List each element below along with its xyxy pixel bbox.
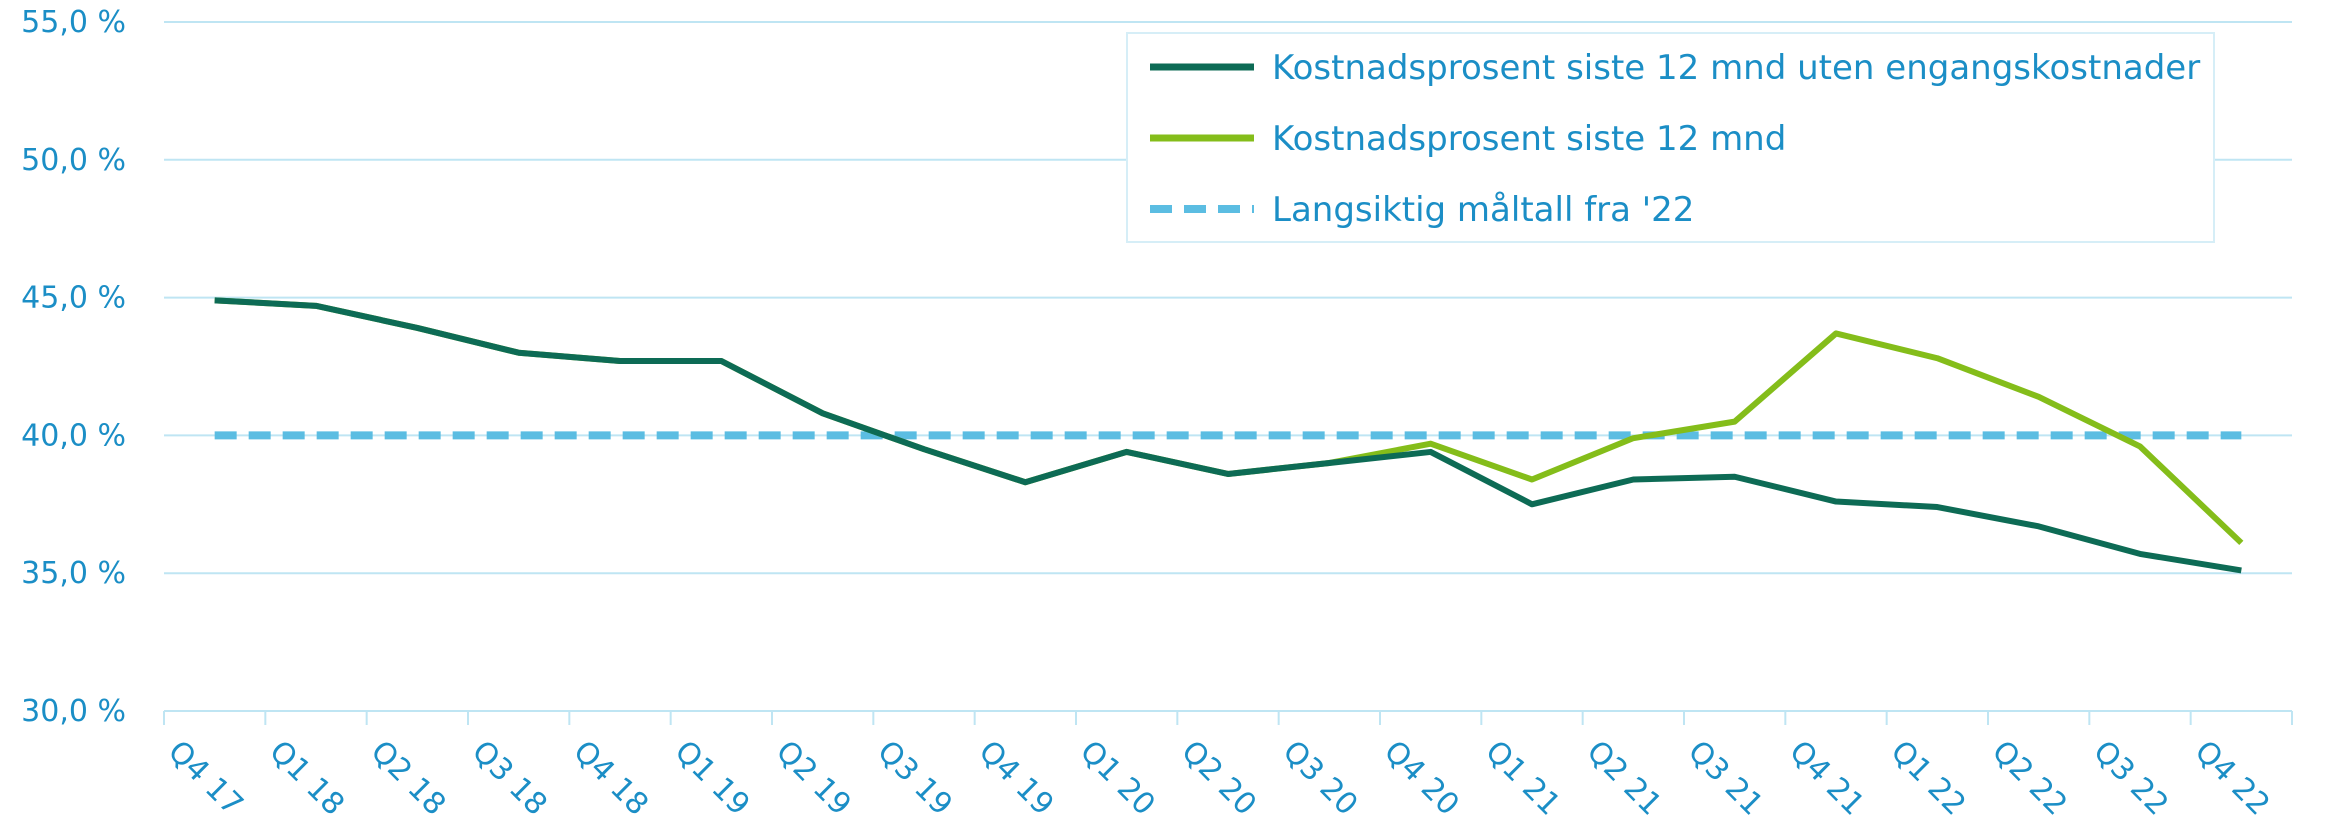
x-tick-label: Q2 22 xyxy=(1985,734,2074,823)
x-tick-label: Q1 20 xyxy=(1073,734,1162,823)
y-tick-label: 30,0 % xyxy=(21,694,126,729)
legend-label: Langsiktig måltall fra '22 xyxy=(1272,190,1694,230)
legend-label: Kostnadsprosent siste 12 mnd uten engang… xyxy=(1272,48,2200,88)
y-tick-label: 35,0 % xyxy=(21,556,126,591)
x-tick-label: Q4 18 xyxy=(566,734,655,823)
x-tick-label: Q1 22 xyxy=(1884,734,1973,823)
x-tick-label: Q4 21 xyxy=(1782,734,1871,823)
legend-label: Kostnadsprosent siste 12 mnd xyxy=(1272,119,1786,159)
x-tick-label: Q4 20 xyxy=(1377,734,1466,823)
y-tick-label: 40,0 % xyxy=(21,418,126,453)
x-tick-label: Q3 22 xyxy=(2086,734,2175,823)
x-tick-label: Q3 20 xyxy=(1276,734,1365,823)
x-tick-label: Q4 19 xyxy=(972,734,1061,823)
legend-box xyxy=(1126,32,2215,243)
x-tick-label: Q2 20 xyxy=(1174,734,1263,823)
y-tick-label: 45,0 % xyxy=(21,281,126,316)
x-tick-label: Q2 19 xyxy=(769,734,858,823)
x-tick-label: Q3 21 xyxy=(1681,734,1770,823)
legend: Kostnadsprosent siste 12 mnd uten engang… xyxy=(1126,32,2215,243)
x-tick-label: Q2 18 xyxy=(364,734,453,823)
x-tick-label: Q4 22 xyxy=(2188,734,2277,823)
x-tick-label: Q1 19 xyxy=(668,734,757,823)
x-tick-label: Q3 18 xyxy=(465,734,554,823)
y-tick-label: 50,0 % xyxy=(21,143,126,178)
x-tick-label: Q3 19 xyxy=(870,734,959,823)
y-tick-label: 55,0 % xyxy=(21,5,126,40)
x-tick-label: Q1 18 xyxy=(262,734,351,823)
x-tick-label: Q4 17 xyxy=(161,734,250,823)
x-tick-label: Q2 21 xyxy=(1580,734,1669,823)
x-tick-label: Q1 21 xyxy=(1478,734,1567,823)
series-line xyxy=(214,297,2242,574)
